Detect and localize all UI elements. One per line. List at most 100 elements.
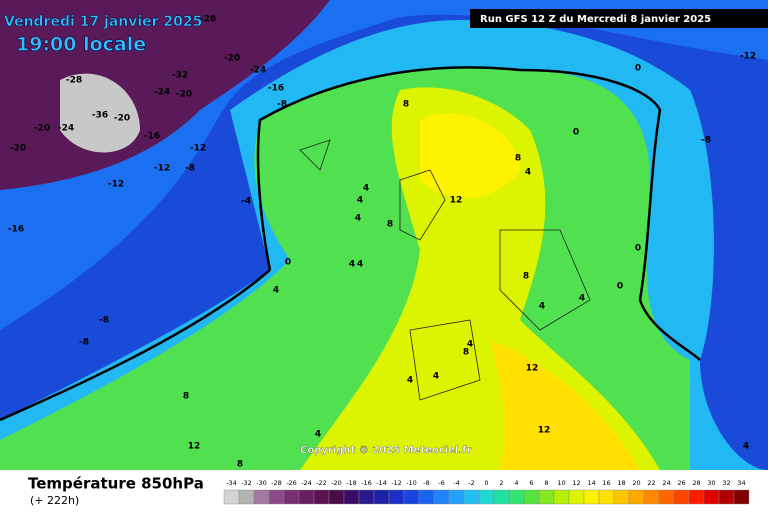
contour-label: 0 — [635, 64, 641, 74]
scale-label: -4 — [453, 479, 459, 487]
contour-label: -24 — [250, 66, 266, 76]
warmer-region — [300, 87, 660, 470]
contour-label: 12 — [526, 364, 539, 374]
contour-label: 4 — [525, 168, 531, 178]
scale-label: 32 — [722, 479, 730, 487]
contour-label: -8 — [99, 316, 109, 326]
contour-label: -20 — [114, 114, 130, 124]
contour-label: -8 — [185, 164, 195, 174]
scale-swatch — [493, 489, 510, 505]
color-scale: -34 -32 -30 -28 -26 -24 -22 -20 -18 -16 -14 -12 -10-… — [223, 479, 750, 505]
contour-label: 12 — [538, 426, 551, 436]
scale-swatch — [718, 489, 735, 505]
scale-swatch — [523, 489, 540, 505]
scale-label: -26 — [286, 479, 297, 487]
scale-swatch — [448, 489, 465, 505]
scale-label: 22 — [647, 479, 655, 487]
scale-swatch — [613, 489, 630, 505]
contour-label: -8 — [79, 338, 89, 348]
zero-contour — [0, 269, 271, 422]
contour-label: 12 — [188, 442, 201, 452]
contour-label: 0 — [635, 244, 641, 254]
warm-south — [490, 340, 640, 470]
contour-label: 4 — [315, 430, 321, 440]
scale-label: -12 — [391, 479, 402, 487]
contour-label: -32 — [172, 71, 188, 81]
scale-swatch — [673, 489, 690, 505]
scale-label: 26 — [677, 479, 685, 487]
scale-label: 8 — [544, 479, 548, 487]
scale-swatch — [418, 489, 435, 505]
scale-label: -8 — [423, 479, 429, 487]
date-text: Vendredi 17 janvier 2025 — [4, 14, 202, 30]
coastline — [299, 139, 591, 401]
contour-label: -12 — [190, 144, 206, 154]
contour-label: 8 — [523, 272, 529, 282]
zero-contour — [256, 66, 701, 361]
scale-label: -34 — [226, 479, 237, 487]
contour-label: 4 — [433, 372, 439, 382]
scale-swatch — [358, 489, 375, 505]
contour-label: -12 — [740, 52, 756, 62]
contour-label: -4 — [241, 197, 251, 207]
legend-title: Température 850hPa — [28, 475, 204, 493]
warm-core — [420, 113, 520, 199]
scale-label: -32 — [241, 479, 252, 487]
scale-swatch — [463, 489, 480, 505]
contour-label: 0 — [573, 128, 579, 138]
scale-swatch — [343, 489, 360, 505]
scale-swatch — [568, 489, 585, 505]
contour-label: -28 — [66, 76, 82, 86]
scale-swatch — [598, 489, 615, 505]
contour-label: -20 — [176, 90, 192, 100]
scale-swatch — [283, 489, 300, 505]
scale-label: 24 — [662, 479, 670, 487]
scale-swatch — [508, 489, 525, 505]
scale-label: 0 — [484, 479, 488, 487]
scale-swatch — [643, 489, 660, 505]
scale-swatch — [583, 489, 600, 505]
scale-label: -28 — [271, 479, 282, 487]
scale-label: 16 — [602, 479, 610, 487]
time-text: 19:00 locale — [16, 34, 146, 56]
scale-label: 30 — [707, 479, 715, 487]
scale-label: 18 — [617, 479, 625, 487]
contour-label: 4 — [407, 376, 413, 386]
scale-swatch — [688, 489, 705, 505]
scale-label: -24 — [301, 479, 312, 487]
scale-label: 12 — [572, 479, 580, 487]
scale-label: 10 — [557, 479, 565, 487]
scale-swatch — [403, 489, 420, 505]
contour-label: 4 — [273, 286, 279, 296]
scale-swatch — [658, 489, 675, 505]
scale-swatch — [238, 489, 255, 505]
contour-label: -24 — [58, 124, 74, 134]
contour-label: 4 — [355, 214, 361, 224]
scale-label: 4 — [514, 479, 518, 487]
contour-label: 8 — [237, 460, 243, 470]
scale-label: -2 — [468, 479, 474, 487]
scale-swatch — [313, 489, 330, 505]
contour-label: -12 — [108, 180, 124, 190]
contour-label: -24 — [154, 88, 170, 98]
scale-label: 34 — [737, 479, 745, 487]
contour-label: 8 — [403, 100, 409, 110]
contour-label: -20 — [224, 54, 240, 64]
contour-label: 4 — [357, 260, 363, 270]
scale-swatch — [223, 489, 240, 505]
contour-label: 8 — [463, 348, 469, 358]
cold-core — [60, 73, 140, 153]
scale-label: -30 — [256, 479, 267, 487]
scale-label: -22 — [316, 479, 327, 487]
contour-label: -12 — [154, 164, 170, 174]
scale-swatch — [628, 489, 645, 505]
contour-label: 4 — [743, 442, 749, 452]
contour-label: 0 — [617, 282, 623, 292]
scale-label: 6 — [529, 479, 533, 487]
contour-label: -8 — [701, 136, 711, 146]
contour-label: 8 — [183, 392, 189, 402]
scale-label: 20 — [632, 479, 640, 487]
contour-label: 4 — [579, 294, 585, 304]
scale-label: -16 — [361, 479, 372, 487]
contour-label: 12 — [450, 196, 463, 206]
